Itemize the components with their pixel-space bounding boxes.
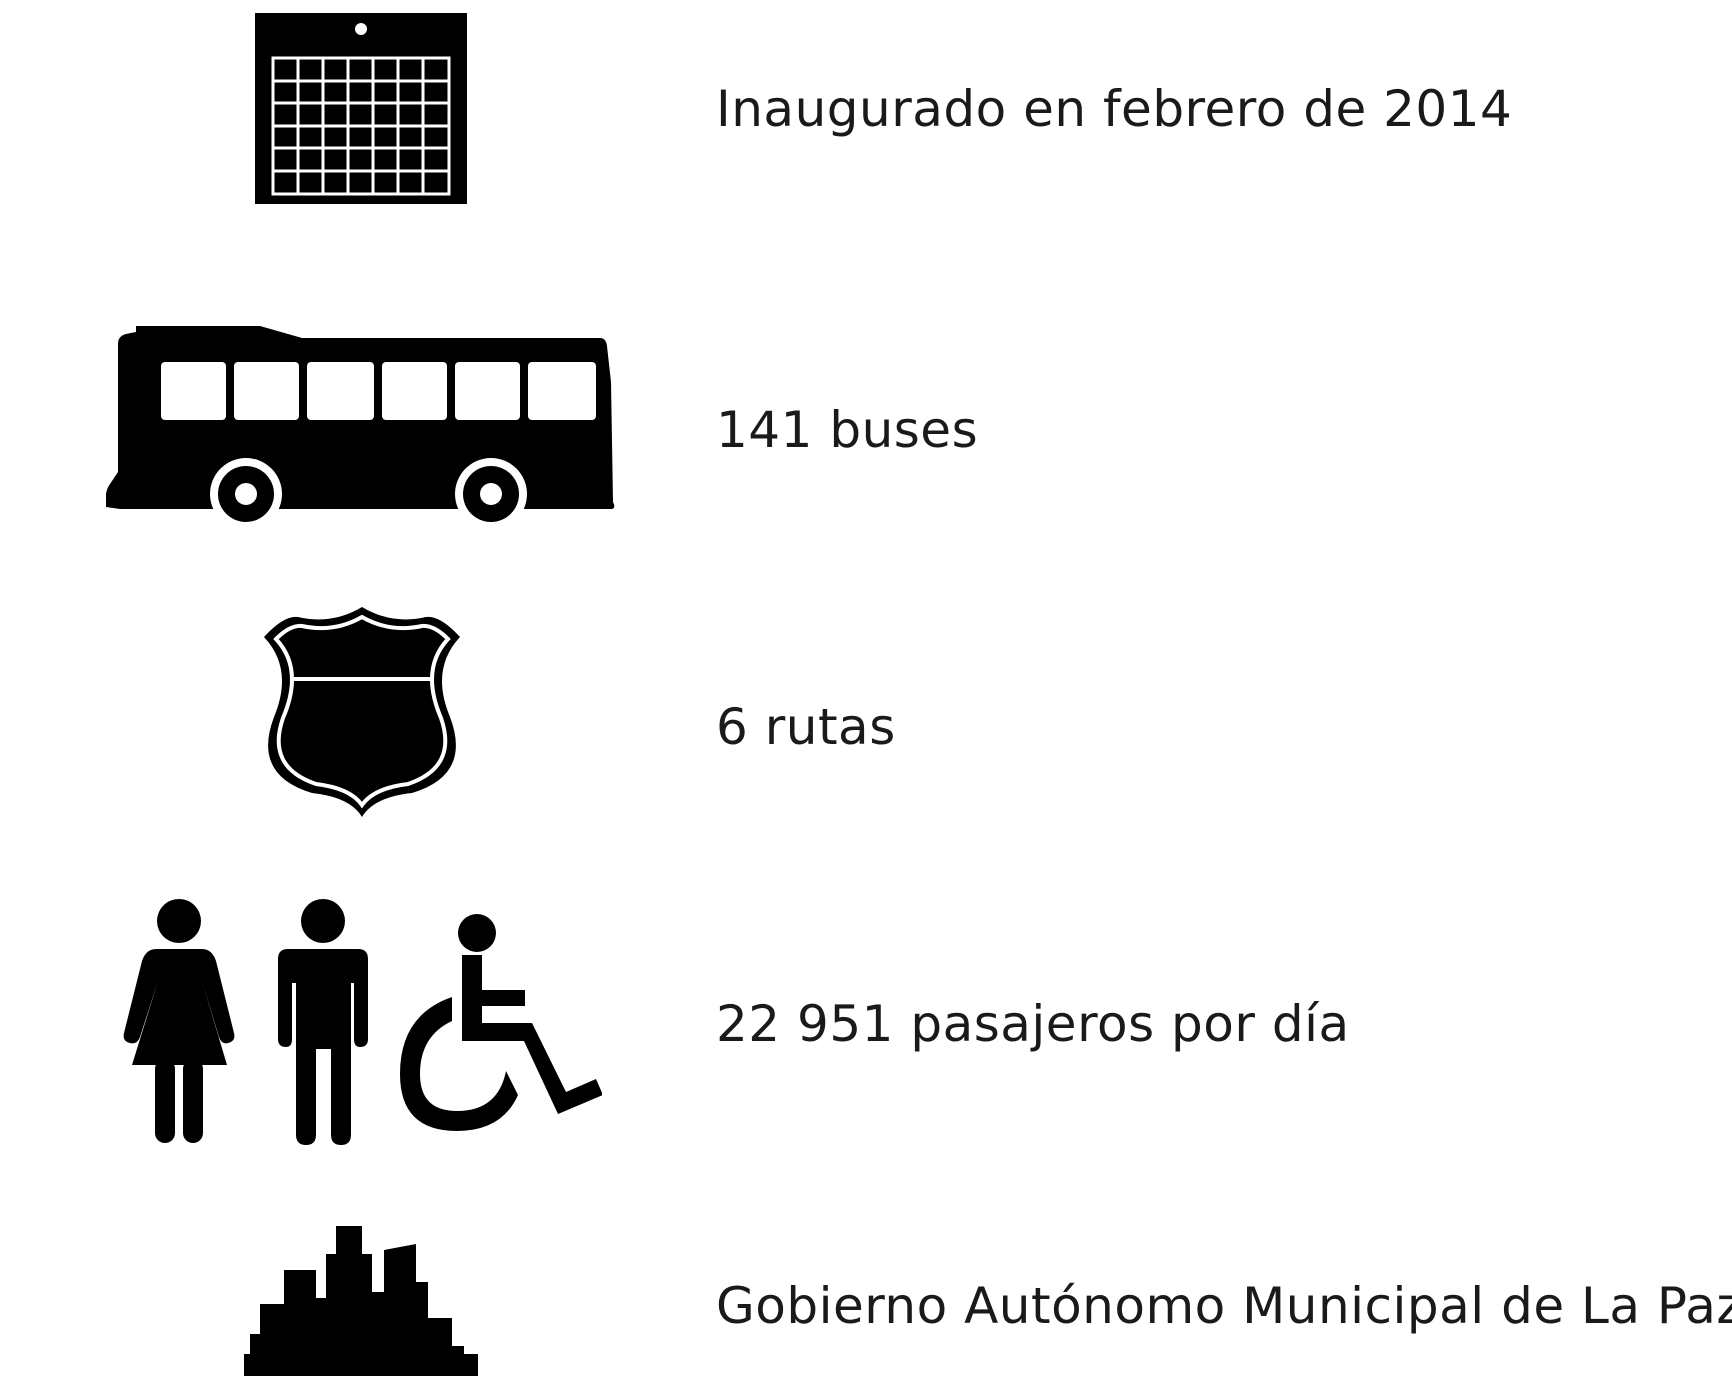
- man-icon: [278, 899, 368, 1145]
- bus-icon: [106, 326, 615, 527]
- calendar-icon: [255, 13, 467, 204]
- inauguration-text: Inaugurado en febrero de 2014: [716, 80, 1513, 138]
- city-skyline-icon: [244, 1226, 478, 1376]
- route-shield-icon: [264, 607, 460, 817]
- routes-count-text: 6 rutas: [716, 698, 896, 756]
- woman-icon: [123, 899, 235, 1143]
- wheelchair-icon: [400, 914, 602, 1131]
- passengers-text: 22 951 pasajeros por día: [716, 995, 1350, 1053]
- government-text: Gobierno Autónomo Municipal de La Paz: [716, 1277, 1732, 1335]
- bus-count-text: 141 buses: [716, 401, 979, 459]
- passengers-icon: [123, 899, 602, 1145]
